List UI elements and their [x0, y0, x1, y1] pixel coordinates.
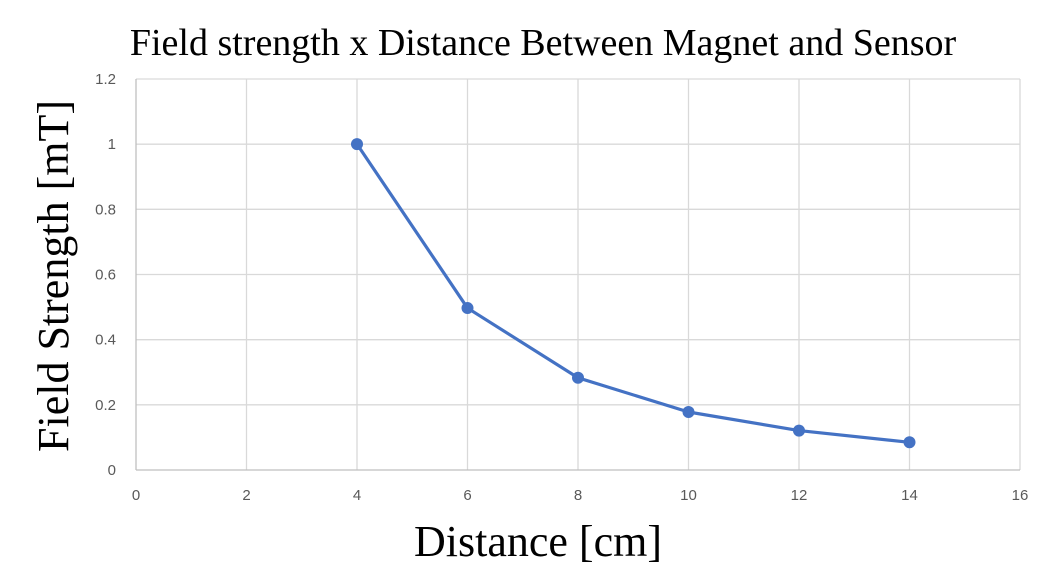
tick-labels: 0 2 4 6 8 10 12 14 16 0 0.2 0.4 0.6 0.8 1 1.2 [95, 71, 1028, 504]
y-tick-label: 0 [108, 462, 116, 479]
y-tick-label: 1 [108, 136, 116, 153]
series [351, 138, 916, 449]
x-tick-label: 16 [1012, 487, 1029, 504]
data-point [793, 424, 805, 437]
y-tick-label: 0.6 [95, 267, 116, 284]
y-tick-label: 0.4 [95, 332, 116, 349]
data-point [351, 138, 363, 151]
x-tick-label: 0 [132, 487, 140, 504]
axes [135, 79, 1020, 471]
x-tick-label: 10 [680, 487, 697, 504]
y-axis-label: Field Strength [mT] [29, 100, 78, 452]
x-tick-label: 6 [463, 487, 471, 504]
series-line [355, 143, 910, 444]
grid [136, 78, 1021, 470]
data-point [682, 406, 695, 419]
x-axis-label: Distance [cm] [414, 517, 662, 566]
x-tick-label: 12 [791, 487, 808, 504]
x-tick-label: 8 [574, 487, 582, 504]
data-point [572, 371, 584, 384]
y-tick-label: 1.2 [95, 71, 116, 88]
y-tick-label: 0.8 [95, 201, 116, 218]
x-tick-label: 14 [901, 487, 918, 504]
x-tick-label: 2 [242, 487, 250, 504]
x-tick-label: 4 [353, 487, 361, 504]
y-tick-label: 0.2 [95, 397, 116, 414]
data-point [461, 302, 474, 315]
data-point [903, 436, 916, 449]
chart-title: Field strength x Distance Between Magnet… [130, 22, 957, 64]
